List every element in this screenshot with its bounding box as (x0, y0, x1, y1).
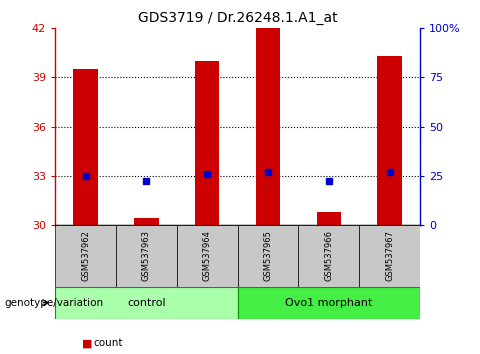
Text: GSM537962: GSM537962 (81, 230, 90, 281)
Bar (73, 69, 98, 225)
Bar (177, 225, 238, 287)
Bar (195, 61, 219, 225)
Text: GSM537967: GSM537967 (385, 230, 394, 281)
Bar (359, 225, 420, 287)
Title: GDS3719 / Dr.26248.1.A1_at: GDS3719 / Dr.26248.1.A1_at (138, 11, 337, 24)
Text: genotype/variation: genotype/variation (5, 298, 104, 308)
Bar (299, 225, 359, 287)
Bar (116, 225, 177, 287)
Bar (238, 225, 299, 287)
Bar (317, 212, 341, 225)
Text: Ovo1 morphant: Ovo1 morphant (285, 298, 372, 308)
Text: GSM537963: GSM537963 (142, 230, 151, 281)
Text: GSM537964: GSM537964 (203, 230, 212, 281)
Text: GSM537965: GSM537965 (264, 230, 273, 281)
Bar (55, 287, 238, 319)
Text: count: count (94, 338, 123, 348)
Text: ■: ■ (82, 338, 92, 348)
Text: GSM537966: GSM537966 (324, 230, 333, 281)
Bar (256, 28, 280, 225)
Text: control: control (127, 298, 166, 308)
Bar (238, 287, 420, 319)
Bar (134, 218, 158, 225)
Bar (377, 56, 402, 225)
Bar (55, 225, 116, 287)
